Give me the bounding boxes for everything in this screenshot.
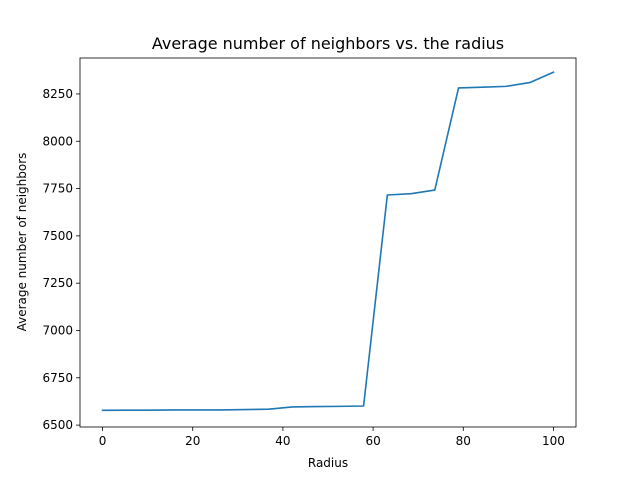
chart-title: Average number of neighbors vs. the radi… [152,34,504,53]
x-tick-label-80: 80 [456,434,471,448]
x-tick-label-60: 60 [365,434,380,448]
x-tick-label-100: 100 [542,434,565,448]
x-axis-label: Radius [308,456,348,470]
y-tick-label-6500: 6500 [42,418,73,432]
x-tick-label-0: 0 [99,434,107,448]
plot-frame [79,57,577,428]
y-tick-label-8250: 8250 [42,87,73,101]
plot-area: 0 20 40 60 80 100 6500 6750 7000 7250 7500 7750 8000… [42,57,577,448]
y-tick-label-7000: 7000 [42,323,73,337]
x-tick-label-40: 40 [275,434,290,448]
y-tick-label-7500: 7500 [42,229,73,243]
x-tick-label-20: 20 [185,434,200,448]
series-line-0 [101,71,555,412]
y-tick-label-8000: 8000 [42,134,73,148]
y-tick-label-7750: 7750 [42,182,73,196]
y-axis-label: Average number of neighbors [15,153,29,332]
y-tick-label-7250: 7250 [42,276,73,290]
y-tick-label-6750: 6750 [42,371,73,385]
